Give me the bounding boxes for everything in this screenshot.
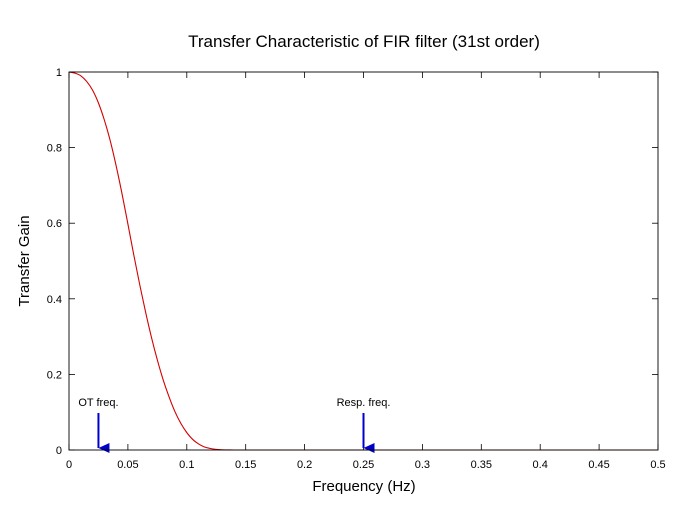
y-axis-label: Transfer Gain [16,215,33,306]
x-tick-label: 0.05 [117,459,138,471]
x-tick-label: 0.5 [650,459,665,471]
transfer-gain-line [68,71,658,451]
x-tick-label: 0.35 [471,459,492,471]
y-tick-label: 0.2 [47,369,62,381]
x-tick-label: 0.4 [533,459,548,471]
plot-frame [68,71,659,451]
plot-series [68,71,658,451]
x-tick-label: 0 [66,459,72,471]
annotation-label: OT freq. [78,397,118,409]
x-axis-label: Frequency (Hz) [312,478,415,495]
x-tick-label: 0.15 [235,459,256,471]
x-tick-label: 0.3 [415,459,430,471]
y-tick-label: 0.4 [47,294,62,306]
x-tick-label: 0.45 [588,459,609,471]
x-tick-label: 0.2 [297,459,312,471]
annotation-label: Resp. freq. [337,397,391,409]
y-tick-label: 0.6 [47,218,62,230]
x-tick-label: 0.25 [353,459,374,471]
y-tick-label: 0.8 [47,143,62,155]
chart-title: Transfer Characteristic of FIR filter (3… [188,32,540,51]
axis-ticks: 0 0.05 0.1 0.15 0.2 0.25 0.3 0.35 0.4 0.45 0.5 0 0.2… [47,67,666,471]
frequency-annotations: OT freq. Resp. freq. [78,397,391,453]
y-tick-label: 0 [56,445,62,457]
y-tick-label: 1 [56,67,62,79]
x-tick-label: 0.1 [179,459,194,471]
